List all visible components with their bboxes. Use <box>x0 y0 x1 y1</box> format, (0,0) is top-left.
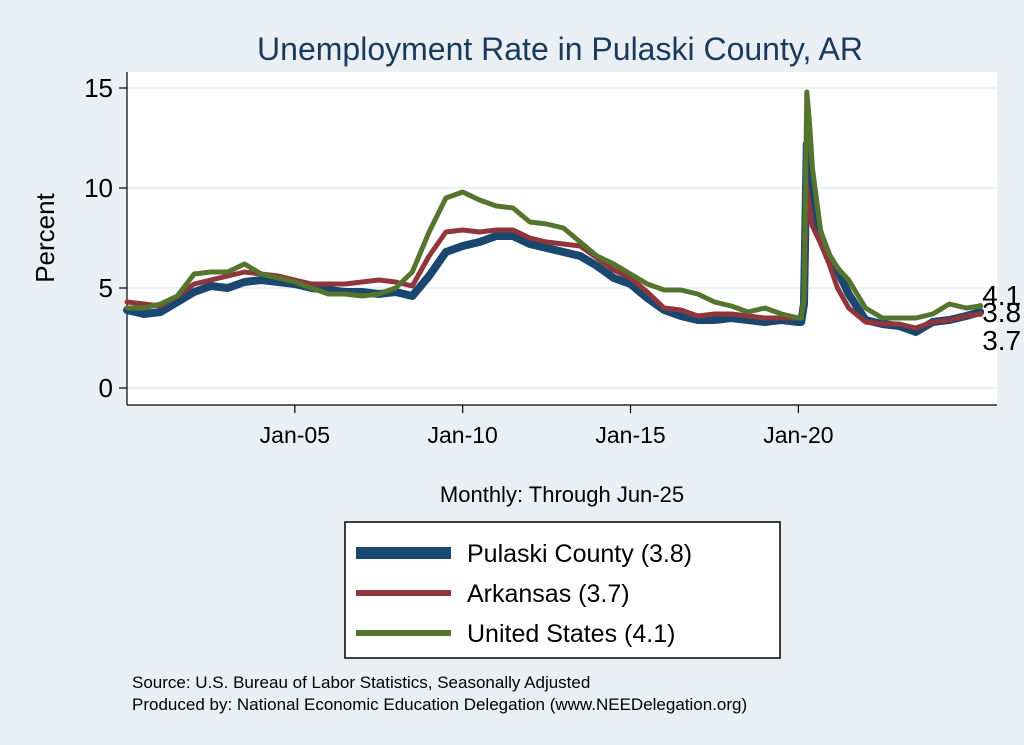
series-line-2 <box>124 89 983 321</box>
legend: Pulaski County (3.8) Arkansas (3.7) United… <box>344 521 781 659</box>
axes: 0 5 10 15 Jan-05 Jan-10 Jan-15 Jan-20 <box>84 72 997 448</box>
x-tick-label-0: Jan-05 <box>260 422 330 448</box>
y-tick-label-1: 5 <box>99 273 113 303</box>
x-axis-title: Monthly: Through Jun-25 <box>440 482 684 507</box>
y-tick-label-3: 15 <box>84 73 113 103</box>
source-note: Source: U.S. Bureau of Labor Statistics,… <box>132 673 590 692</box>
end-marker-1 <box>977 311 984 317</box>
end-marker-2 <box>977 303 984 309</box>
end-label-2: 4.1 <box>982 280 1021 311</box>
chart-title: Unemployment Rate in Pulaski County, AR <box>257 31 863 67</box>
x-tick-label-3: Jan-20 <box>763 422 833 448</box>
legend-items: Pulaski County (3.8) Arkansas (3.7) United… <box>356 540 692 648</box>
x-tick-label-2: Jan-15 <box>595 422 665 448</box>
y-tick-label-2: 10 <box>84 173 113 203</box>
legend-label-2: United States (4.1) <box>467 620 675 648</box>
end-label-1: 3.7 <box>982 325 1021 356</box>
producer-note: Produced by: National Economic Education… <box>132 695 747 714</box>
legend-label-1: Arkansas (3.7) <box>467 580 630 608</box>
y-tick-label-0: 0 <box>99 373 113 403</box>
x-tick-label-1: Jan-10 <box>428 422 498 448</box>
end-labels: 3.83.7 4.1 <box>977 280 1021 356</box>
end-label-0: 3.8 <box>982 297 1021 328</box>
y-axis-title: Percent <box>30 192 60 282</box>
series-lines <box>123 89 985 336</box>
legend-label-0: Pulaski County (3.8) <box>467 540 692 568</box>
plot-area <box>127 72 997 405</box>
